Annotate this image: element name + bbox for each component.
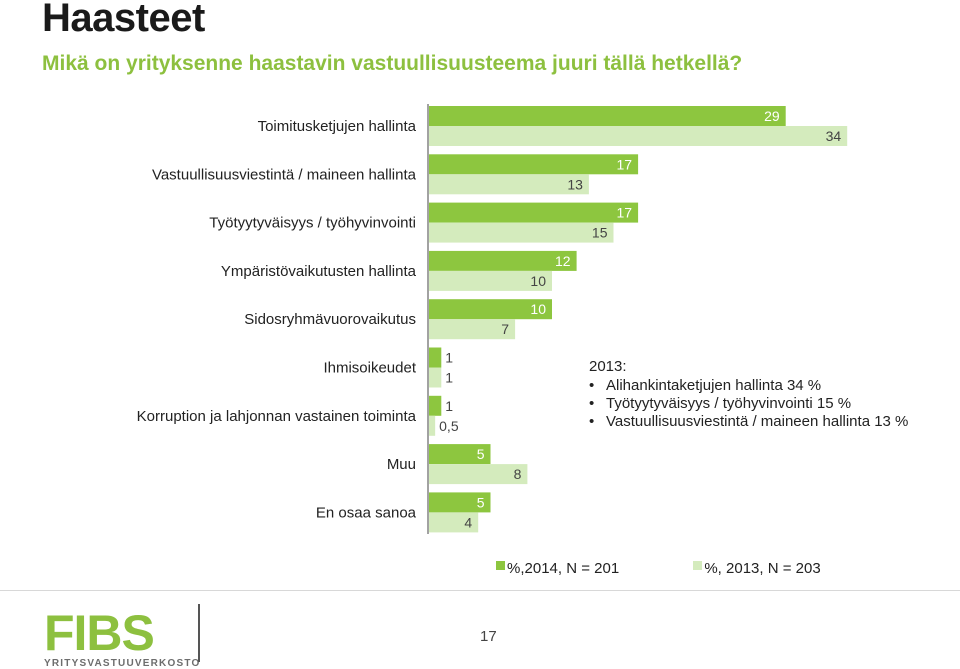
data-label-2014: 12: [555, 253, 571, 269]
comparison-note: 2013: Alihankintaketjujen hallinta 34 % …: [589, 358, 919, 431]
data-label-2014: 5: [477, 446, 485, 462]
bar-2013: [429, 319, 516, 340]
page-number: 17: [480, 628, 497, 645]
footer-vertical-divider: [198, 604, 200, 662]
data-label-2013: 34: [826, 128, 842, 144]
category-label: Vastuullisuusviestintä / maineen hallint…: [152, 166, 417, 183]
footer-divider-line: [0, 590, 960, 591]
bar-2013: [429, 415, 436, 436]
legend-swatch-2014: [496, 561, 505, 570]
data-label-2013: 0,5: [439, 418, 459, 434]
bar-2013: [429, 222, 614, 243]
data-label-2013: 10: [530, 273, 546, 289]
bar-2013: [429, 126, 848, 146]
category-label: Ihmisoikeudet: [323, 360, 416, 377]
bar-2014: [429, 106, 786, 126]
data-label-2013: 15: [592, 225, 608, 241]
bar-2013: [429, 464, 528, 485]
data-label-2014: 5: [477, 494, 485, 510]
data-label-2014: 29: [764, 108, 780, 124]
legend-label-2014: %,2014, N = 201: [507, 560, 620, 577]
page-title: Haasteet: [42, 0, 205, 40]
data-label-2014: 17: [617, 156, 633, 172]
bar-2014: [429, 347, 442, 368]
bar-2014: [429, 250, 577, 271]
page-subtitle: Mikä on yrityksenne haastavin vastuullis…: [42, 52, 743, 75]
chart-legend: %,2014, N = 201 %, 2013, N = 203: [496, 560, 891, 577]
data-label-2014: 1: [445, 350, 453, 366]
data-label-2014: 1: [445, 398, 453, 414]
bar-2013: [429, 367, 442, 388]
note-heading: 2013:: [589, 358, 627, 375]
fibs-logo: FIBS YRITYSVASTUUVERKOSTO: [44, 608, 200, 669]
bar-2013: [429, 174, 589, 195]
category-label: Ympäristövaikutusten hallinta: [221, 263, 417, 280]
category-label: Työtyytyväisyys / työhyvinvointi: [209, 215, 416, 232]
bar-2013: [429, 512, 479, 533]
legend-item-2013: %, 2013, N = 203: [693, 560, 821, 577]
data-label-2013: 13: [567, 176, 583, 192]
bar-2014: [429, 395, 442, 416]
bar-2014: [429, 492, 491, 513]
bar-2013: [429, 270, 552, 291]
legend-item-2014: %,2014, N = 201: [496, 560, 619, 577]
category-label: Sidosryhmävuorovaikutus: [244, 311, 416, 328]
note-item: Työtyytyväisyys / työhyvinvointi 15 %: [589, 395, 919, 413]
bar-2014: [429, 202, 639, 223]
category-label: Korruption ja lahjonnan vastainen toimin…: [137, 408, 417, 425]
category-label: En osaa sanoa: [316, 504, 417, 521]
note-list: Alihankintaketjujen hallinta 34 % Työtyy…: [589, 377, 919, 431]
bar-2014: [429, 444, 491, 465]
data-label-2013: 7: [501, 321, 509, 337]
data-label-2013: 8: [514, 466, 522, 482]
data-label-2014: 10: [530, 301, 546, 317]
bar-2014: [429, 299, 552, 320]
note-item: Vastuullisuusviestintä / maineen hallint…: [589, 413, 919, 431]
legend-swatch-2013: [693, 561, 703, 570]
category-label: Muu: [387, 456, 416, 473]
category-label: Toimitusketjujen hallinta: [258, 118, 417, 135]
logo-tagline: YRITYSVASTUUVERKOSTO: [44, 658, 201, 669]
data-label-2014: 17: [617, 205, 633, 221]
legend-label-2013: %, 2013, N = 203: [704, 560, 821, 577]
note-item: Alihankintaketjujen hallinta 34 %: [589, 377, 919, 395]
data-label-2013: 1: [445, 370, 453, 386]
logo-wordmark: FIBS: [44, 605, 155, 661]
bar-2014: [429, 154, 639, 175]
horizontal-bar-chart: Toimitusketjujen hallinta 29 34 Vastuullisu…: [137, 104, 848, 534]
data-label-2013: 4: [464, 514, 472, 530]
